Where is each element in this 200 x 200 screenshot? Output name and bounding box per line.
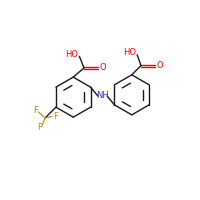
Text: F: F [37, 123, 42, 132]
Text: F: F [53, 112, 58, 121]
Text: F: F [33, 106, 38, 115]
Text: HO: HO [65, 50, 78, 59]
Text: NH: NH [96, 91, 109, 100]
Text: O: O [99, 63, 106, 72]
Text: HO: HO [123, 48, 136, 57]
Text: O: O [156, 61, 163, 70]
